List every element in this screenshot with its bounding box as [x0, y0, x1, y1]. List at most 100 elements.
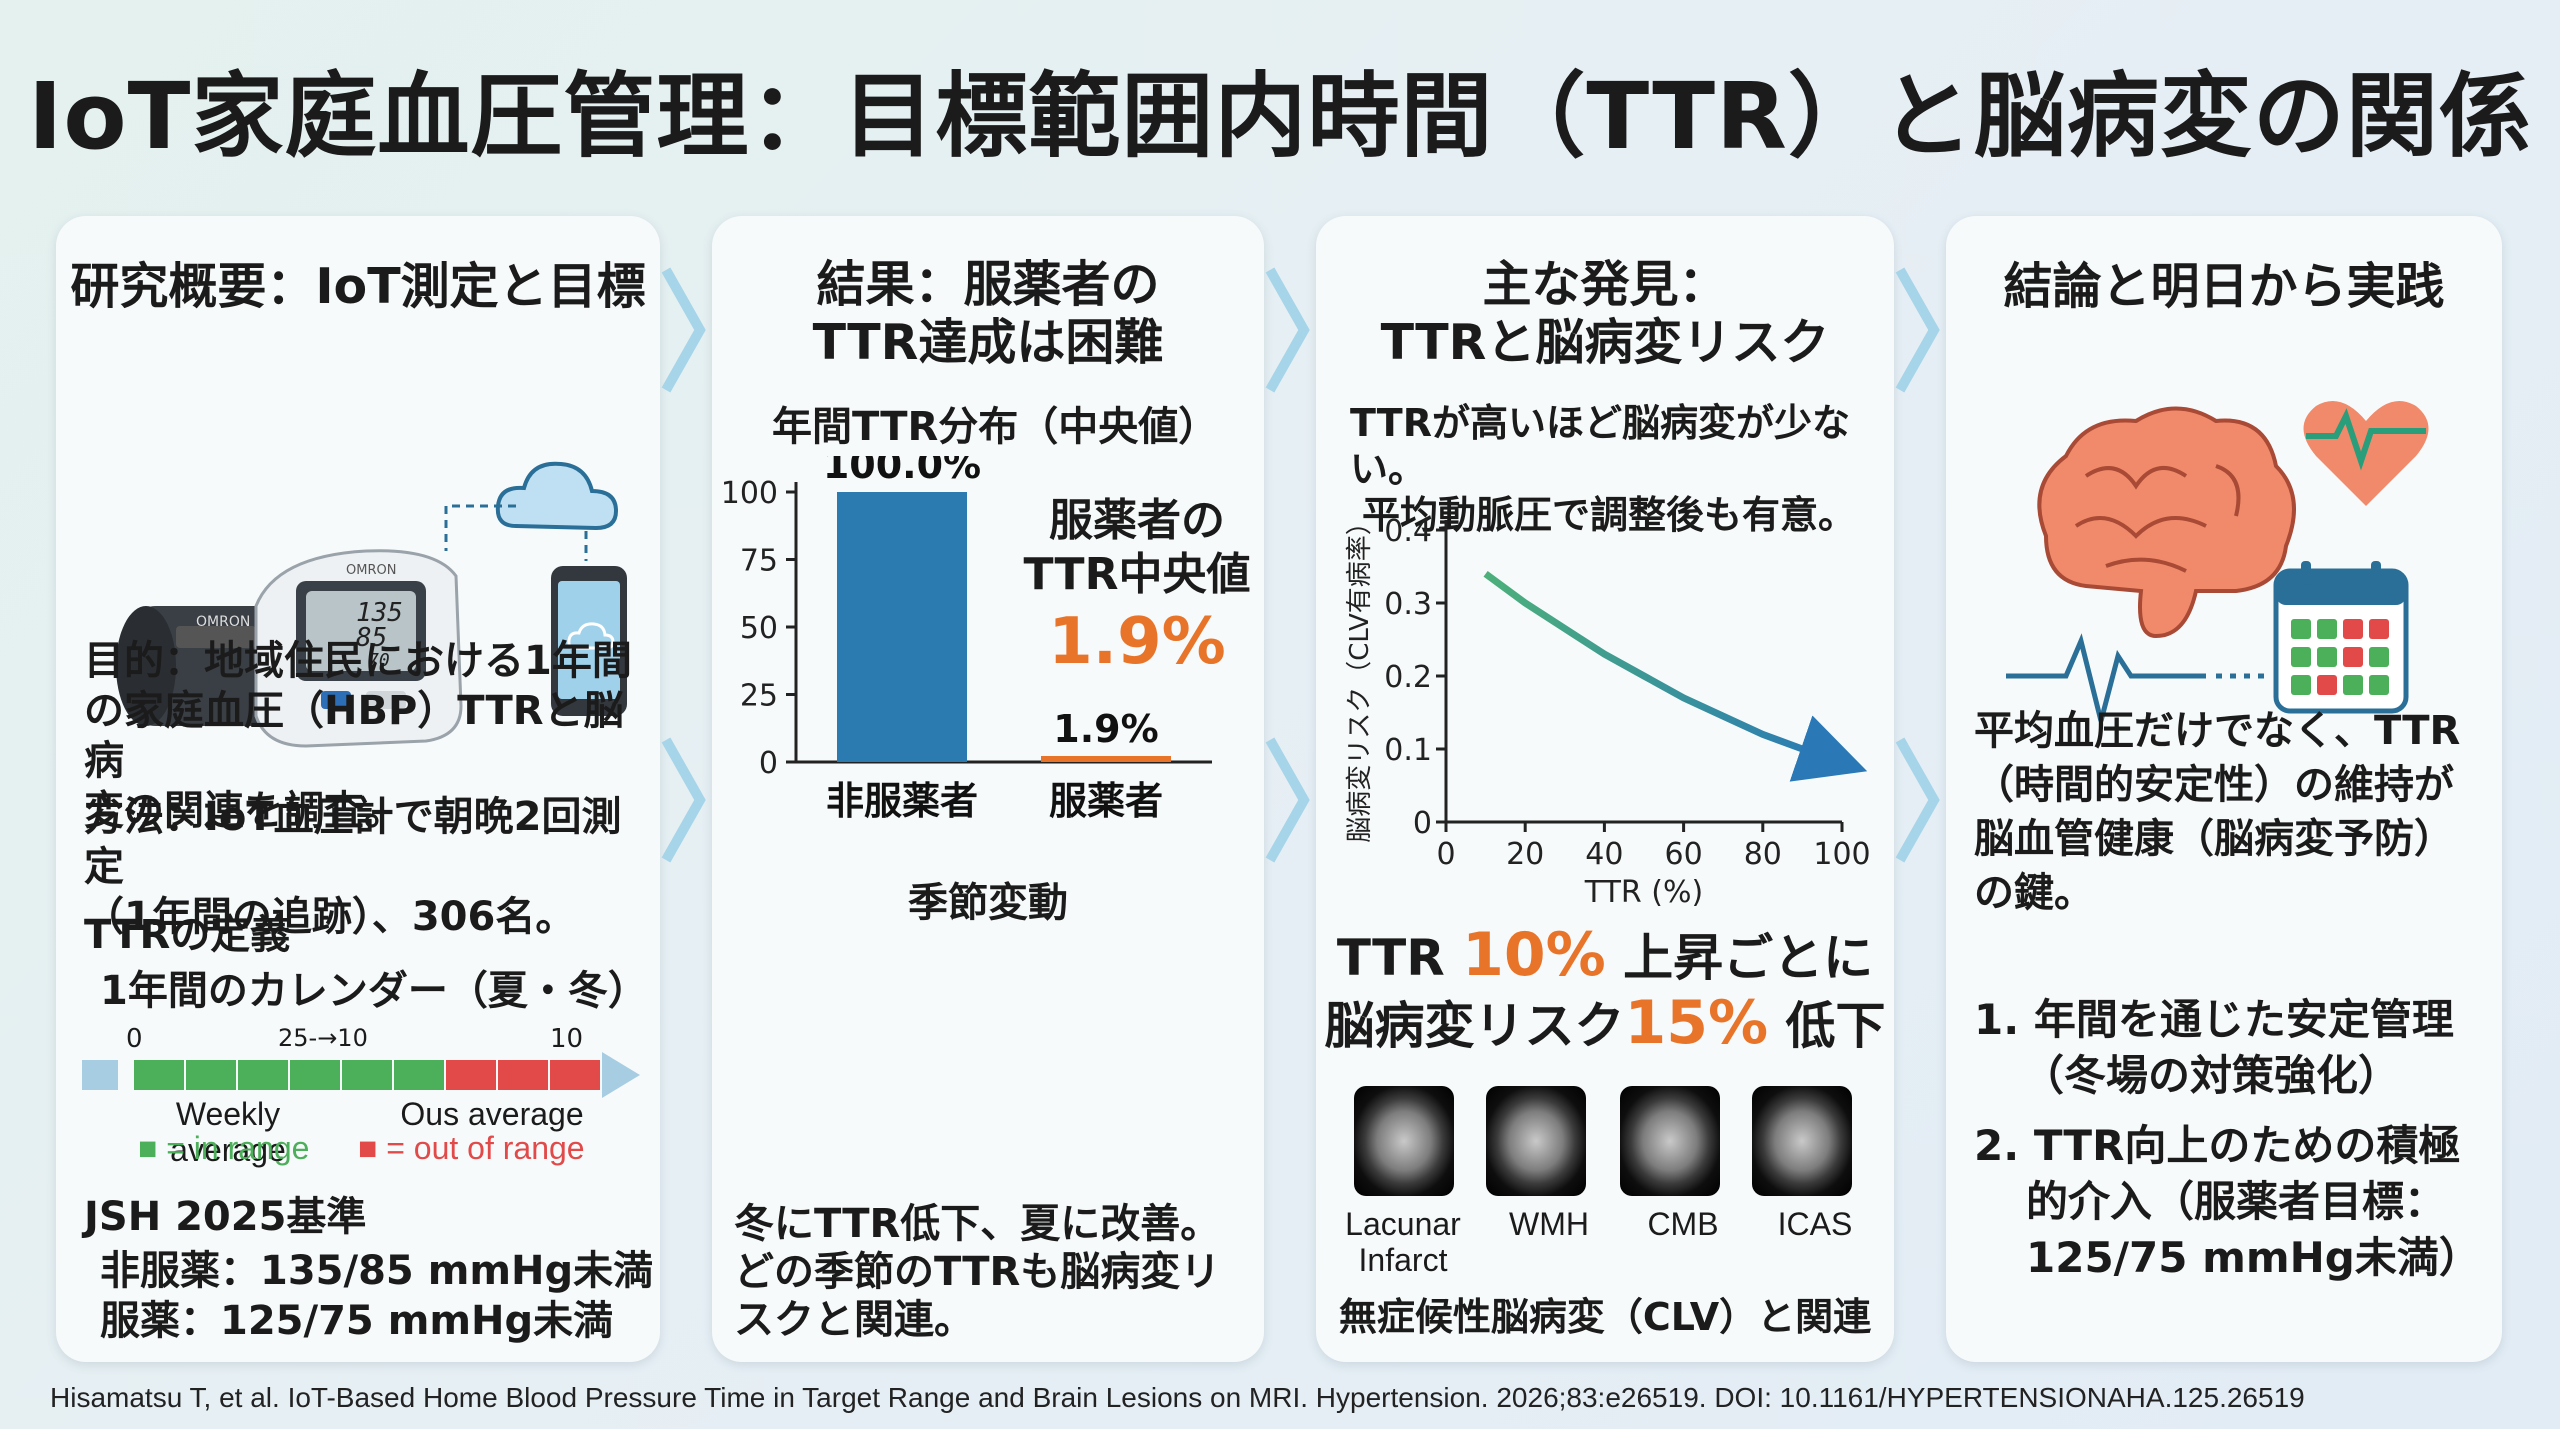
calendar-grid-cell [2291, 619, 2311, 639]
calendar-tick-0: 0 [126, 1024, 143, 1054]
panel3-title: 主な発見： TTRと脳病変リスク [1380, 256, 1830, 371]
ttr-risk-line-chart: 0.4 0.3 0.2 0.1 00 20 40 60 80 100 TTR (%) 脳病変リスク（C… [1345, 509, 1871, 906]
panel1-title: 研究概要：IoT測定と目標 [70, 258, 646, 315]
action-point-1: 1. 年間を通じた安定管理 （冬場の対策強化） [1974, 995, 2454, 1100]
risk-x-tick-label: 40 [1585, 837, 1623, 872]
clv-note: 無症候性脳病変（CLV）と関連 [1338, 1295, 1872, 1339]
risk-y-tick-label: 0 [1413, 806, 1432, 841]
risk-x-tick-label: 60 [1665, 837, 1703, 872]
season-chart-title: 季節変動 [908, 880, 1068, 926]
jsh-criteria: 非服薬：135/85 mmHg未満 服薬：125/75 mmHg未満 [100, 1248, 654, 1344]
calendar-grid-cell [2369, 675, 2389, 695]
flow-arrows-2 [1265, 267, 1310, 863]
calendar-grid-cell [2317, 647, 2337, 667]
bar-0 [837, 492, 967, 762]
flow-arrows-1 [661, 267, 706, 863]
calendar-grid-cell [2369, 647, 2389, 667]
calendar-cell-blue [82, 1060, 118, 1090]
bar-y-tick-label: 100 [721, 476, 778, 511]
conclusion-text: 平均血圧だけでなく、TTR （時間的安定性）の維持が 脳血管健康（脳病変予防） … [1974, 708, 2461, 916]
calendar-cell-red [446, 1060, 496, 1090]
risk-y-axis-label: 脳病変リスク（CLV有病率） [1345, 509, 1375, 843]
brain-heart-calendar-illustration [2006, 401, 2429, 722]
legend-ous: Ous average [400, 1096, 584, 1132]
bar-data-label: 100.0% [823, 456, 981, 487]
panel-results: 結果：服薬者の TTR達成は困難 年間TTR分布（中央値） 100 75 50 25 0… [712, 216, 1264, 1362]
risk-x-tick-label: 100 [1813, 837, 1870, 872]
mri-label-lacunar: Lacunar Infarct [1345, 1206, 1461, 1278]
legend-out-of-range: ■ = out of range [358, 1130, 585, 1166]
calendar-grid-cell [2291, 647, 2311, 667]
bar-y-tick-label: 25 [740, 679, 778, 714]
calendar-icon [2273, 561, 2409, 714]
panel-study-overview: 研究概要：IoT測定と目標 135 85 70 OMRON OMRON [56, 216, 660, 1362]
season-note: 冬にTTR低下、夏に改善。 どの季節のTTRも脳病変リ スクと関連。 [734, 1201, 1221, 1343]
calendar-grid-cell [2291, 675, 2311, 695]
risk-y-tick-label: 0.2 [1384, 660, 1432, 695]
mri-label-wmh: WMH [1509, 1206, 1589, 1242]
calendar-grid-cell [2343, 619, 2363, 639]
page-title: IoT家庭血圧管理：目標範囲内時間（TTR）と脳病変の関係 [28, 63, 2532, 170]
bar-1 [1041, 756, 1171, 762]
calendar-grid-cell [2317, 619, 2337, 639]
bar-chart-title: 年間TTR分布（中央値） [772, 404, 1219, 450]
bar-y-tick-label: 0 [759, 746, 778, 781]
brain-icon [2037, 406, 2296, 639]
cloud-icon [495, 461, 619, 531]
heart-icon [2303, 401, 2429, 506]
mri-label-cmb: CMB [1647, 1206, 1719, 1242]
calendar-grid-cell [2369, 619, 2389, 639]
mri-label-icas: ICAS [1777, 1206, 1853, 1242]
calendar-cell-green [134, 1060, 184, 1090]
jsh-title: JSH 2025基準 [84, 1194, 367, 1240]
smartphone-icon [551, 566, 627, 716]
risk-x-tick-label: 0 [1436, 837, 1455, 872]
bp-monitor-icon [254, 549, 463, 748]
mri-wmh [1486, 1086, 1586, 1196]
ttr-definition-title: TTRの定義 [84, 912, 291, 958]
iot-device-illustration: 135 85 70 OMRON OMRON [116, 461, 627, 748]
calendar-cell-red [550, 1060, 600, 1090]
cuff-brand: OMRON [196, 614, 250, 630]
effect-line-2: 脳病変リスク15% 低下 [1324, 988, 1886, 1058]
risk-trend-line [1483, 570, 1868, 782]
bar-category-label: 非服薬者 [826, 779, 978, 823]
risk-y-tick-label: 0.3 [1384, 587, 1432, 622]
effect-line-1: TTR 10% 上昇ごとに [1336, 920, 1874, 990]
mri-cmb [1620, 1086, 1720, 1196]
device-brand: OMRON [346, 563, 396, 578]
panel-conclusion: 結論と明日から実践 平均血圧だけでなく、TTR （時間的安定性）の維持が 脳血管… [1946, 216, 2502, 1362]
device-display-dia: 85 [356, 623, 387, 653]
panel4-title: 結論と明日から実践 [2003, 258, 2445, 315]
calendar-arrow [602, 1052, 640, 1098]
bar-y-tick-label: 75 [740, 544, 778, 579]
calendar-cell-green [186, 1060, 236, 1090]
risk-y-tick-label: 0.1 [1384, 733, 1432, 768]
risk-x-tick-label: 20 [1506, 837, 1544, 872]
bar-data-label: 1.9% [1053, 707, 1158, 751]
risk-y-tick-label: 0.4 [1384, 514, 1432, 549]
legend-in-range: ■ = in range [138, 1130, 310, 1166]
bar-y-tick-label: 50 [740, 611, 778, 646]
calendar-title: 1年間のカレンダー（夏・冬） [100, 968, 648, 1014]
median-callout: 服薬者の TTR中央値 1.9% [1023, 495, 1251, 679]
calendar-grid-cell [2343, 675, 2363, 695]
calendar-cell-green [342, 1060, 392, 1090]
method-text: 方法：IoT血圧計で朝晩2回測定 （1年間の追跡）、306名。 [84, 794, 622, 940]
calendar-cell-green [238, 1060, 288, 1090]
mri-lacunar-infarct [1354, 1086, 1454, 1196]
calendar-tick-end: 10 [550, 1024, 584, 1054]
calendar-cell-red [498, 1060, 548, 1090]
citation: Hisamatsu T, et al. IoT-Based Home Blood… [50, 1382, 2305, 1413]
bar-category-label: 服薬者 [1049, 779, 1163, 823]
device-display-pulse: 70 [368, 650, 390, 671]
calendar-tick-mid: 25-→10 [278, 1024, 368, 1052]
calendar-grid-cell [2317, 675, 2337, 695]
risk-x-tick-label: 80 [1744, 837, 1782, 872]
calendar-cell-green [290, 1060, 340, 1090]
legend-weekly: Weekly average [170, 1096, 286, 1168]
device-display-sys: 135 [356, 598, 403, 628]
risk-x-axis-label: TTR (%) [1584, 875, 1703, 906]
ttr-calendar-bar [82, 1052, 642, 1098]
